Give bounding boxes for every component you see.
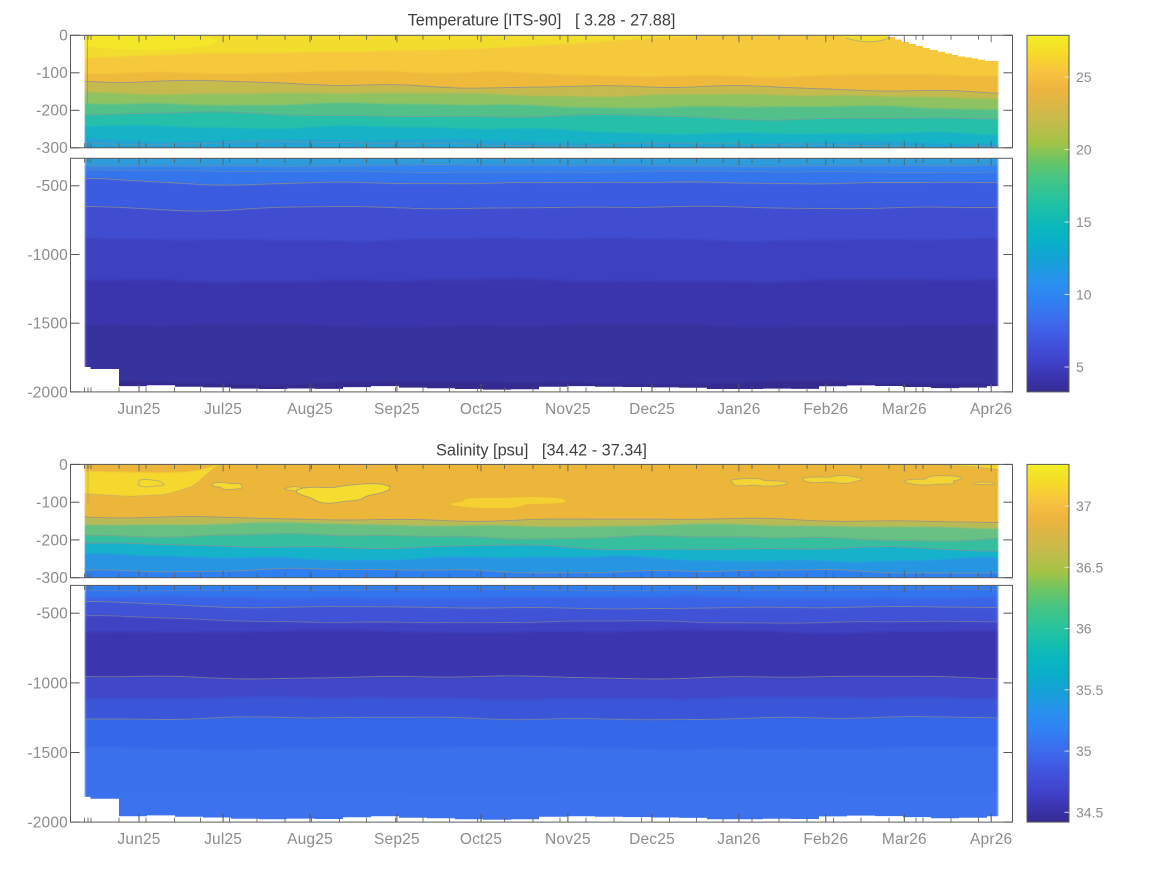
svg-text:25: 25: [1076, 69, 1092, 85]
svg-text:Jul25: Jul25: [204, 401, 242, 418]
svg-text:Sep25: Sep25: [374, 401, 420, 418]
svg-text:36: 36: [1076, 621, 1092, 637]
svg-text:Sep25: Sep25: [374, 831, 420, 848]
svg-text:Mar26: Mar26: [882, 831, 927, 848]
svg-text:-300: -300: [36, 140, 68, 157]
svg-text:Oct25: Oct25: [460, 831, 502, 848]
svg-text:Dec25: Dec25: [629, 401, 675, 418]
svg-text:Feb26: Feb26: [803, 401, 848, 418]
svg-text:10: 10: [1076, 287, 1092, 303]
svg-text:37: 37: [1076, 498, 1092, 514]
svg-text:Jan26: Jan26: [717, 401, 760, 418]
svg-text:Apr26: Apr26: [970, 831, 1012, 848]
svg-text:-500: -500: [36, 606, 68, 623]
svg-text:Oct25: Oct25: [460, 401, 502, 418]
svg-text:35.5: 35.5: [1076, 682, 1103, 698]
svg-text:-2000: -2000: [27, 815, 68, 832]
svg-text:Feb26: Feb26: [803, 831, 848, 848]
svg-text:-2000: -2000: [27, 384, 68, 401]
svg-text:34.5: 34.5: [1076, 804, 1103, 820]
svg-text:-500: -500: [36, 178, 68, 195]
svg-text:Salinity [psu] [34.42 - 37.3: Salinity [psu] [34.42 - 37.34]: [436, 442, 647, 460]
svg-text:36.5: 36.5: [1076, 559, 1103, 575]
svg-text:-1000: -1000: [27, 247, 68, 264]
svg-text:Jul25: Jul25: [204, 831, 242, 848]
svg-text:5: 5: [1076, 359, 1084, 375]
svg-text:Aug25: Aug25: [287, 831, 333, 848]
svg-text:Temperature [ITS-90] [ 3.28: Temperature [ITS-90] [ 3.28 - 27.88]: [408, 12, 676, 30]
svg-text:Apr26: Apr26: [970, 401, 1012, 418]
svg-text:-200: -200: [36, 103, 68, 120]
svg-text:Aug25: Aug25: [287, 401, 333, 418]
svg-text:Dec25: Dec25: [629, 831, 675, 848]
svg-text:0: 0: [59, 457, 68, 474]
svg-text:15: 15: [1076, 214, 1092, 230]
svg-text:Mar26: Mar26: [882, 401, 927, 418]
svg-text:0: 0: [59, 28, 68, 45]
svg-text:Nov25: Nov25: [545, 831, 591, 848]
svg-text:Jun25: Jun25: [117, 401, 160, 418]
svg-text:-1500: -1500: [27, 316, 68, 333]
svg-text:-1500: -1500: [27, 745, 68, 762]
svg-text:-200: -200: [36, 532, 68, 549]
svg-text:-1000: -1000: [27, 675, 68, 692]
svg-text:20: 20: [1076, 142, 1092, 158]
svg-text:-300: -300: [36, 570, 68, 587]
svg-text:Nov25: Nov25: [545, 401, 591, 418]
svg-text:-100: -100: [36, 65, 68, 82]
svg-text:-100: -100: [36, 495, 68, 512]
svg-text:Jan26: Jan26: [717, 831, 760, 848]
svg-text:35: 35: [1076, 743, 1092, 759]
svg-text:Jun25: Jun25: [117, 831, 160, 848]
